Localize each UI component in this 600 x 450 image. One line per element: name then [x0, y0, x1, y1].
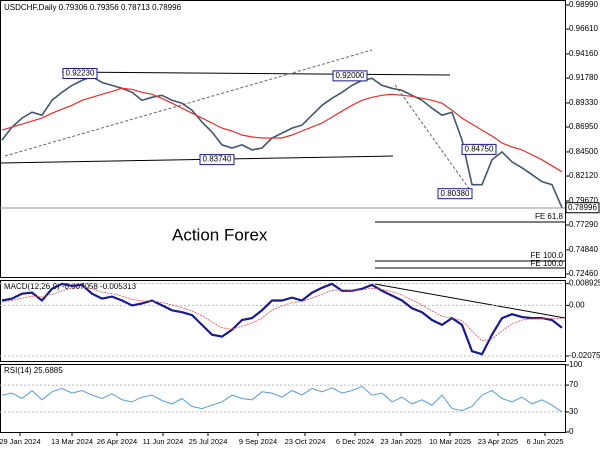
- y-tick-label: 0.74840: [569, 245, 598, 254]
- y-tick-label: -0.020759: [569, 351, 600, 360]
- fe-label: FE 100.0: [531, 251, 564, 260]
- y-tick-label: 0.86950: [569, 122, 598, 131]
- annotation-box: [437, 188, 473, 200]
- fib-dashed: [394, 84, 471, 191]
- macd-trend: [374, 283, 566, 319]
- x-tick-label: 6 Jun 2025: [526, 437, 563, 446]
- annotation-label: 0.84750: [465, 144, 494, 153]
- last-price-label: 0.78996: [568, 203, 597, 212]
- x-tick-label: 11 Jun 2024: [143, 437, 184, 446]
- channel-upper: [61, 71, 451, 76]
- trend-dashed: [4, 49, 373, 157]
- macd-panel: [0, 280, 566, 362]
- y-tick-label: 0.79670: [569, 196, 598, 205]
- y-tick-label: 100: [569, 360, 583, 369]
- x-tick-label: 23 Apr 2025: [478, 437, 518, 446]
- y-tick-label: 0.96610: [569, 24, 598, 33]
- annotation-box: [199, 154, 235, 166]
- last-price-box: [565, 202, 600, 214]
- series-line: [1, 87, 563, 173]
- chart-title: USDCHF,Daily 0.79306 0.79356 0.78713 0.7…: [4, 3, 182, 12]
- annotation-label: 0.80380: [441, 189, 470, 198]
- watermark: Action Forex: [172, 225, 268, 244]
- y-tick-label: 0.98990: [569, 0, 598, 9]
- annotation-box: [461, 143, 497, 155]
- y-tick-label: 0.00: [569, 300, 585, 309]
- annotation-box: [332, 70, 368, 82]
- rsi-title: RSI(14) 25.6885: [4, 366, 63, 375]
- series-line: [1, 385, 563, 413]
- series-line: [1, 75, 563, 209]
- y-tick-label: 0.94160: [569, 49, 598, 58]
- series-line: [1, 286, 563, 342]
- y-tick-label: 30: [569, 407, 578, 416]
- annotation-box: [62, 68, 98, 80]
- x-tick-label: 26 Apr 2024: [97, 437, 137, 446]
- x-tick-label: 13 Mar 2024: [51, 437, 93, 446]
- x-tick-label: 10 Mar 2025: [429, 437, 471, 446]
- fe-label: FE 61.8: [535, 212, 564, 221]
- y-tick-label: 0: [569, 427, 574, 436]
- y-tick-label: 0.72460: [569, 269, 598, 278]
- y-tick-label: 0.89330: [569, 98, 598, 107]
- rsi-panel: [0, 364, 566, 433]
- y-tick-label: 0.82120: [569, 171, 598, 180]
- x-tick-label: 6 Dec 2024: [336, 437, 374, 446]
- annotation-label: 0.92230: [66, 69, 95, 78]
- x-tick-label: 9 Sep 2024: [239, 437, 277, 446]
- x-tick-label: 23 Oct 2024: [285, 437, 326, 446]
- y-tick-label: 0.77290: [569, 220, 598, 229]
- y-tick-label: 0.008925: [569, 279, 600, 288]
- y-tick-label: 0.91780: [569, 73, 598, 82]
- y-tick-label: 70: [569, 380, 578, 389]
- fe-label: FE 100.0: [531, 259, 564, 268]
- y-tick-label: 0.84500: [569, 147, 598, 156]
- x-tick-label: 25 Jul 2024: [189, 437, 228, 446]
- main-panel: [0, 0, 566, 278]
- series-line: [1, 282, 563, 356]
- x-tick-label: 29 Jan 2024: [0, 437, 41, 446]
- channel-lower: [0, 155, 394, 164]
- annotation-label: 0.83740: [203, 155, 232, 164]
- annotation-label: 0.92000: [336, 71, 365, 80]
- x-tick-label: 23 Jan 2025: [380, 437, 421, 446]
